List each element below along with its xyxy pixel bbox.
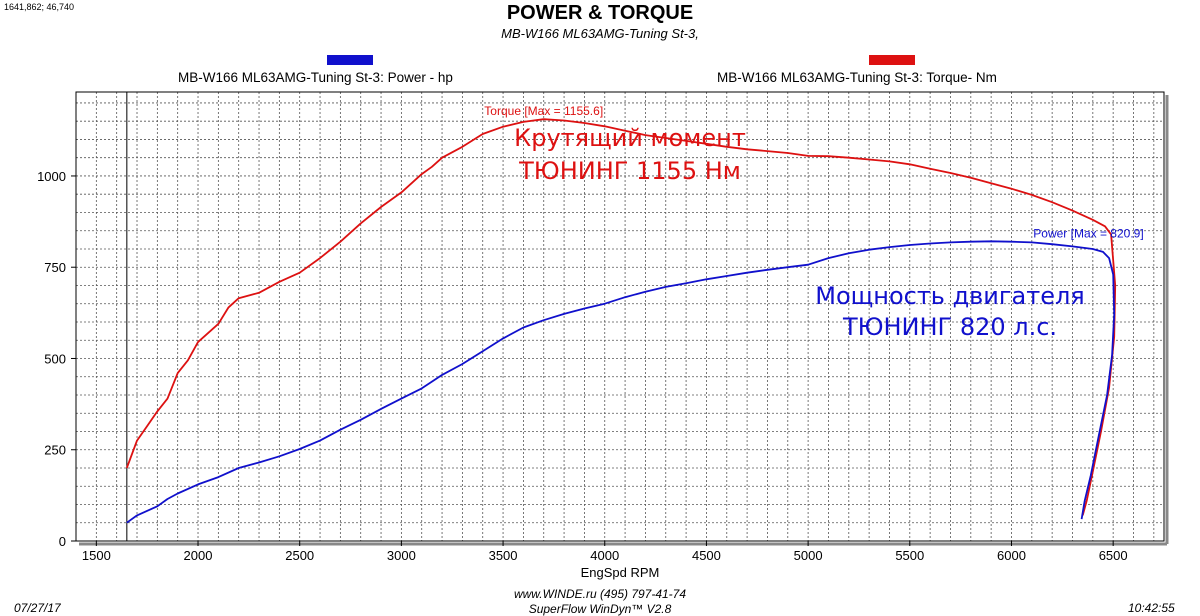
x-axis-label: EngSpd RPM	[581, 565, 660, 580]
torque-series-line	[125, 118, 1117, 516]
power-legend-swatch	[327, 55, 373, 65]
chart-subtitle: MB-W166 ML63AMG-Tuning St-3,	[501, 26, 699, 41]
footer-date: 07/27/17	[14, 601, 61, 615]
power-peak-label: Power [Max = 820.9]	[1033, 226, 1143, 240]
x-tick-label: 3500	[489, 548, 518, 563]
x-tick-label: 2500	[285, 548, 314, 563]
x-tick-label: 4000	[590, 548, 619, 563]
x-tick-label: 4500	[692, 548, 721, 563]
y-tick-label: 0	[59, 534, 66, 549]
footer-software: SuperFlow WinDyn™ V2.8	[528, 602, 672, 616]
y-tick-label: 500	[44, 351, 66, 366]
y-tick-label: 1000	[37, 169, 66, 184]
chart-title: POWER & TORQUE	[506, 2, 694, 24]
power-annotation-line1: Мощность двигателя	[815, 282, 1085, 310]
footer-time: 10:42:55	[1128, 601, 1175, 615]
torque-annotation-line1: Крутящий момент	[514, 124, 746, 152]
cursor-coordinates: 1641,862; 46,740	[4, 2, 75, 12]
x-tick-label: 5000	[794, 548, 823, 563]
power-legend-label: MB-W166 ML63AMG-Tuning St-3: Power - hp	[178, 70, 453, 85]
y-tick-label: 750	[44, 260, 66, 275]
y-tick-label: 250	[44, 443, 66, 458]
x-tick-label: 6500	[1099, 548, 1128, 563]
plot-frame	[75, 91, 1165, 542]
x-tick-label: 5500	[895, 548, 924, 563]
power-annotation-line2: ТЮНИНГ 820 л.с.	[842, 313, 1058, 341]
torque-annotation-line2: ТЮНИНГ 1155 Нм	[519, 157, 741, 185]
x-tick-label: 3000	[387, 548, 416, 563]
x-tick-label: 2000	[184, 548, 213, 563]
torque-legend-label: MB-W166 ML63AMG-Tuning St-3: Torque- Nm	[717, 70, 997, 85]
x-tick-label: 1500	[82, 548, 111, 563]
torque-legend-swatch	[869, 55, 915, 65]
x-tick-label: 6000	[997, 548, 1026, 563]
footer-website: www.WINDE.ru (495) 797-41-74	[513, 587, 687, 601]
torque-peak-label: Torque [Max = 1155.6]	[484, 104, 603, 118]
power-series-line	[126, 240, 1116, 524]
